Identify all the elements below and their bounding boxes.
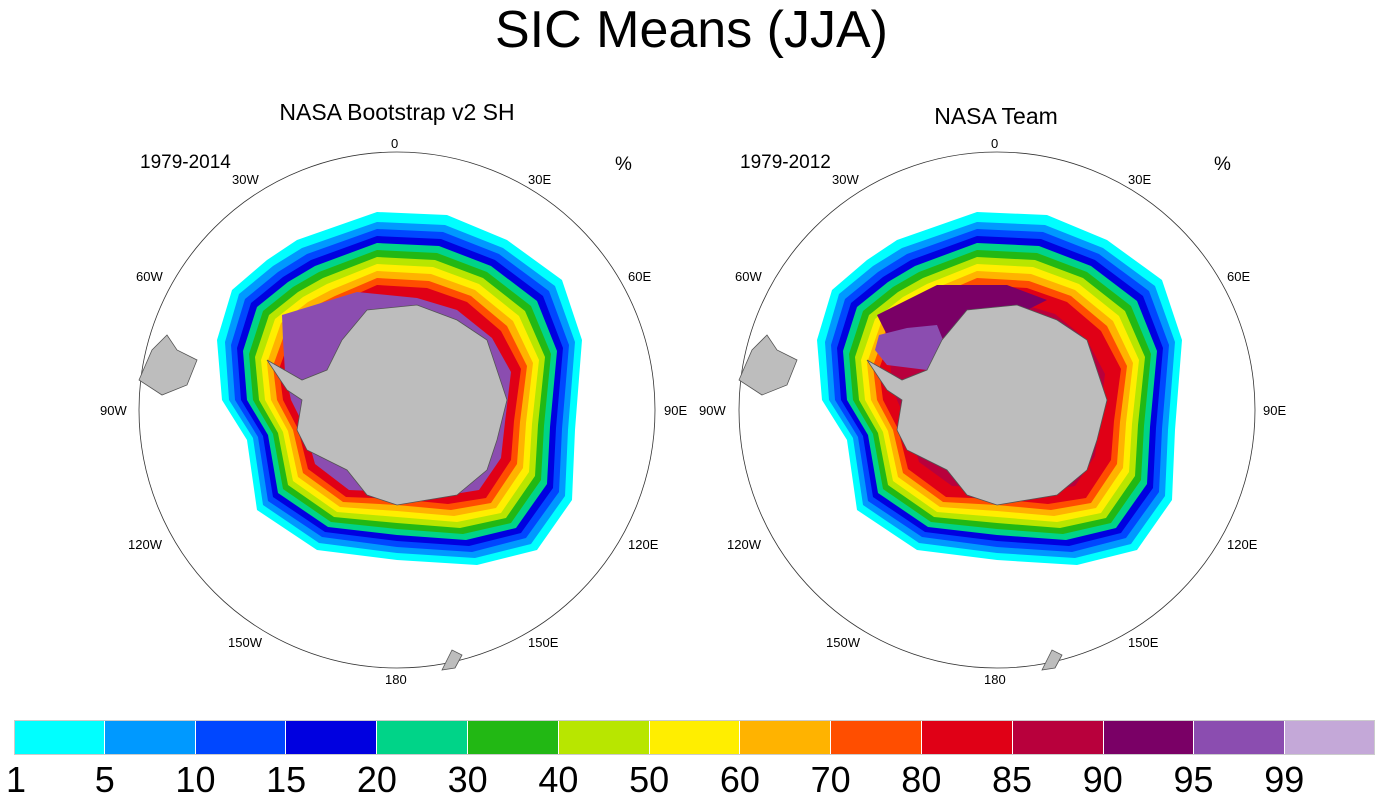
- unit-label-team: %: [1214, 154, 1231, 175]
- colorbar-swatch: [921, 720, 1013, 755]
- lon-label-150e: 150E: [528, 635, 559, 650]
- lon-label-30e: 30E: [528, 172, 552, 187]
- figure-title: SIC Means (JJA): [495, 1, 888, 59]
- colorbar-swatch: [14, 720, 105, 755]
- colorbar-tick-label: 5: [94, 759, 115, 800]
- colorbar-tick-label: 85: [992, 759, 1033, 800]
- lon-label-90e: 90E: [1263, 403, 1287, 418]
- period-label-team: 1979-2012: [740, 152, 831, 173]
- lon-label-150e: 150E: [1128, 635, 1159, 650]
- lon-label-120e: 120E: [1227, 537, 1258, 552]
- colorbar-tick-label: 70: [810, 759, 851, 800]
- antarctica-landmass: [266, 304, 508, 506]
- lon-label-60w: 60W: [735, 269, 762, 284]
- lon-label-120e: 120E: [628, 537, 659, 552]
- colorbar-swatch: [1012, 720, 1104, 755]
- sic-band-90: [877, 285, 1047, 340]
- lon-label-180: 180: [984, 672, 1006, 687]
- colorbar: [14, 720, 1375, 755]
- lon-label-90w: 90W: [699, 403, 726, 418]
- lon-label-180: 180: [385, 672, 407, 687]
- colorbar-swatch: [1103, 720, 1195, 755]
- colorbar-swatch: [558, 720, 650, 755]
- new-zealand-landmass: [1041, 649, 1063, 671]
- period-label-bootstrap: 1979-2014: [140, 152, 231, 173]
- colorbar-tick-label: 99: [1264, 759, 1305, 800]
- lon-label-60e: 60E: [1227, 269, 1251, 284]
- colorbar-tick-label: 95: [1173, 759, 1214, 800]
- lon-label-30w: 30W: [232, 172, 259, 187]
- south-america-landmass: [138, 334, 198, 396]
- colorbar-swatch: [740, 720, 832, 755]
- colorbar-swatch: [377, 720, 468, 755]
- colorbar-swatch: [1285, 720, 1375, 755]
- colorbar-tick-label: 40: [538, 759, 579, 800]
- lon-label-90e: 90E: [664, 403, 688, 418]
- colorbar-swatch: [195, 720, 287, 755]
- colorbar-tick-label: 30: [447, 759, 488, 800]
- colorbar-swatch: [1194, 720, 1286, 755]
- colorbar-swatch: [649, 720, 741, 755]
- colorbar-swatch: [467, 720, 559, 755]
- new-zealand-landmass: [441, 649, 463, 671]
- colorbar-tick-label: 50: [629, 759, 670, 800]
- panel-title-team: NASA Team: [934, 103, 1058, 129]
- sea-ice-map-team: [738, 151, 1256, 671]
- panel-title-bootstrap: NASA Bootstrap v2 SH: [279, 99, 515, 125]
- antarctica-landmass: [866, 304, 1108, 506]
- lon-label-30w: 30W: [832, 172, 859, 187]
- sic-band-95: [875, 325, 947, 370]
- lon-label-0: 0: [991, 136, 999, 151]
- colorbar-swatch: [831, 720, 922, 755]
- colorbar-tick-label: 1: [5, 759, 27, 800]
- lon-label-60e: 60E: [628, 269, 652, 284]
- colorbar-swatch: [104, 720, 196, 755]
- colorbar-tick-label: 10: [175, 759, 216, 800]
- colorbar-tick-label: 15: [266, 759, 307, 800]
- colorbar-tick-label: 80: [901, 759, 942, 800]
- colorbar-tick-label: 90: [1082, 759, 1123, 800]
- lon-label-120w: 120W: [128, 537, 162, 552]
- lon-label-30e: 30E: [1128, 172, 1152, 187]
- lon-label-150w: 150W: [228, 635, 262, 650]
- colorbar-tick-label: 60: [719, 759, 760, 800]
- lon-label-120w: 120W: [727, 537, 761, 552]
- lon-label-60w: 60W: [136, 269, 163, 284]
- lon-label-150w: 150W: [826, 635, 860, 650]
- lon-label-0: 0: [391, 136, 399, 151]
- lon-label-90w: 90W: [100, 403, 127, 418]
- south-america-landmass: [738, 334, 798, 396]
- sea-ice-map-bootstrap: [138, 151, 656, 671]
- colorbar-swatch: [286, 720, 378, 755]
- colorbar-tick-label: 20: [356, 759, 397, 800]
- unit-label-bootstrap: %: [615, 154, 632, 175]
